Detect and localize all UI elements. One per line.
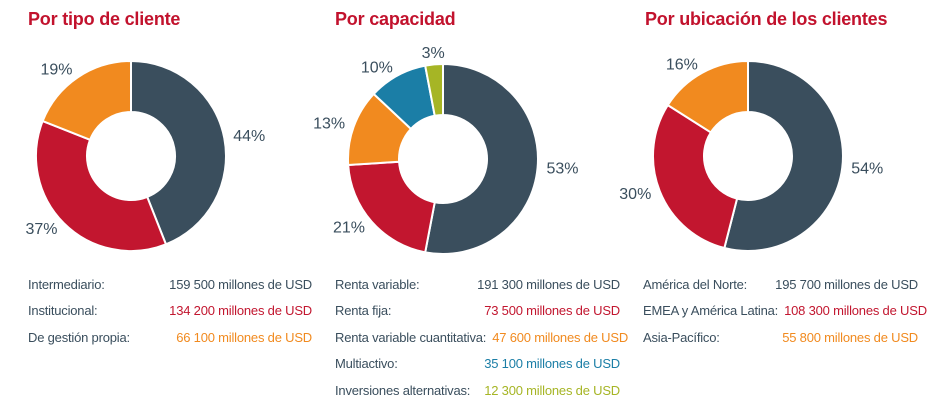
- legend-label: Multiactivo:: [335, 356, 398, 372]
- legend-label: Renta variable:: [335, 276, 420, 292]
- donut-slice-america-del-norte: [723, 59, 844, 252]
- chart-title-por-ubicacion: Por ubicación de los clientes: [645, 9, 888, 29]
- percent-label-renta-variable-cuantitativa: 13%: [313, 115, 345, 132]
- donut-slice-emea-y-america-latina: [652, 103, 739, 250]
- legend-row-renta-variable: Renta variable: 191 300 millones de USD: [335, 271, 620, 298]
- donut-chart-por-ubicacion: 54% 30% 16%: [619, 56, 883, 252]
- donut-chart-por-capacidad: 53% 21% 13% 10% 3%: [313, 45, 579, 255]
- percent-label-institucional: 37%: [25, 221, 57, 238]
- chart-title-por-capacidad: Por capacidad: [335, 9, 456, 29]
- donut-chart-por-tipo-de-cliente: 44% 37% 19%: [25, 59, 265, 252]
- legend-row-institucional: Institucional: 134 200 millones de USD: [28, 298, 312, 325]
- legend-label: Asia-Pacífico:: [643, 329, 720, 345]
- donut-slice-de-gestion-propia: [41, 59, 132, 142]
- percent-label-de-gestion-propia: 19%: [40, 62, 72, 79]
- legend-row-renta-fija: Renta fija: 73 500 millones de USD: [335, 298, 620, 325]
- legend-value: 191 300 millones de USD: [477, 276, 620, 292]
- donut-slice-renta-variable: [424, 62, 539, 255]
- percent-label-renta-fija: 21%: [333, 219, 365, 236]
- chart-title-por-tipo-de-cliente: Por tipo de cliente: [28, 9, 181, 29]
- percent-label-inversiones-alternativas: 3%: [422, 45, 445, 62]
- donut-slice-intermediario: [130, 59, 227, 246]
- donut-slice-inversiones-alternativas: [424, 62, 444, 117]
- legend-value: 35 100 millones de USD: [484, 356, 620, 372]
- legend-por-tipo-de-cliente: Intermediario: 159 500 millones de USD Ins…: [28, 271, 312, 351]
- legend-row-asia-pacifico: Asia-Pacífico: 55 800 millones de USD: [643, 324, 918, 351]
- donut-slice-institucional: [35, 119, 168, 252]
- legend-label: Intermediario:: [28, 276, 105, 292]
- legend-row-emea-y-america-latina: EMEA y América Latina: 108 300 millones d…: [643, 298, 927, 325]
- legend-value: 47 600 millones de USD: [492, 329, 629, 345]
- legend-row-intermediario: Intermediario: 159 500 millones de USD: [28, 271, 312, 298]
- legend-label: Institucional:: [28, 303, 98, 319]
- legend-label: América del Norte:: [643, 276, 748, 292]
- donut-slice-asia-pacifico: [666, 59, 749, 134]
- legend-row-de-gestion-propia: De gestión propia: 66 100 millones de USD: [28, 324, 312, 351]
- percent-label-asia-pacifico: 16%: [666, 56, 698, 73]
- legend-value: 73 500 millones de USD: [484, 303, 620, 319]
- percent-label-emea-y-america-latina: 30%: [619, 186, 651, 203]
- percent-label-renta-variable: 53%: [547, 160, 579, 177]
- legend-value: 134 200 millones de USD: [169, 303, 312, 319]
- legend-label: Renta fija:: [335, 303, 392, 319]
- donut-slice-renta-fija: [347, 160, 436, 254]
- legend-row-renta-variable-cuantitativa: Renta variable cuantitativa: 47 600 millo…: [335, 324, 628, 351]
- legend-value: 159 500 millones de USD: [169, 276, 312, 292]
- percent-label-america-del-norte: 54%: [851, 161, 883, 178]
- legend-por-ubicacion: América del Norte: 195 700 millones de US…: [643, 271, 927, 351]
- legend-por-capacidad: Renta variable: 191 300 millones de USD Re…: [335, 271, 628, 404]
- legend-value: 195 700 millones de USD: [775, 276, 918, 292]
- legend-label: De gestión propia:: [28, 329, 130, 345]
- legend-row-america-del-norte: América del Norte: 195 700 millones de US…: [643, 271, 918, 298]
- legend-value: 55 800 millones de USD: [782, 329, 918, 345]
- legend-label: EMEA y América Latina:: [643, 303, 779, 319]
- percent-label-intermediario: 44%: [233, 128, 265, 145]
- legend-value: 12 300 millones de USD: [484, 382, 620, 398]
- legend-label: Renta variable cuantitativa:: [335, 329, 487, 345]
- legend-row-multiactivo: Multiactivo: 35 100 millones de USD: [335, 351, 620, 378]
- legend-row-inversiones-alternativas: Inversiones alternativas: 12 300 millones…: [335, 377, 620, 404]
- legend-value: 108 300 millones de USD: [784, 303, 927, 319]
- percent-label-multiactivo: 10%: [361, 59, 393, 76]
- legend-label: Inversiones alternativas:: [335, 382, 471, 398]
- legend-value: 66 100 millones de USD: [176, 329, 312, 345]
